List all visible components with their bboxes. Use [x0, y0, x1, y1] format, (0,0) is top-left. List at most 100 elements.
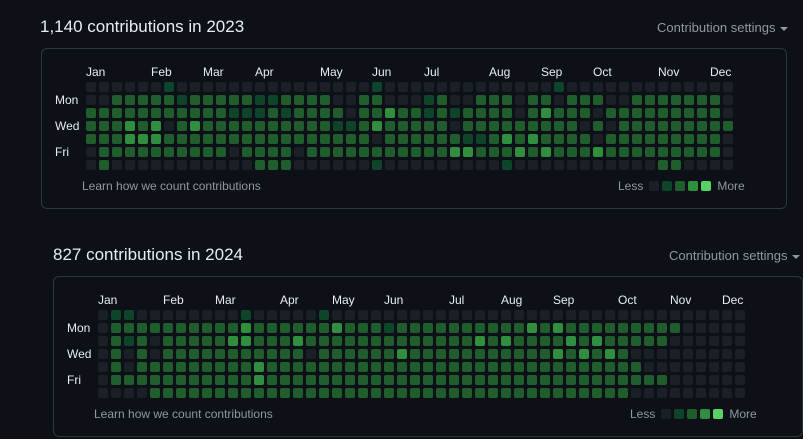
contribution-day-cell[interactable] [436, 336, 446, 346]
contribution-day-cell[interactable] [566, 336, 576, 346]
contribution-day-cell[interactable] [527, 323, 537, 333]
contribution-day-cell[interactable] [502, 147, 512, 157]
contribution-day-cell[interactable] [462, 310, 472, 320]
contribution-day-cell[interactable] [436, 388, 446, 398]
contribution-day-cell[interactable] [553, 310, 563, 320]
contribution-day-cell[interactable] [294, 121, 304, 131]
contribution-day-cell[interactable] [124, 375, 134, 385]
contribution-day-cell[interactable] [514, 323, 524, 333]
contribution-day-cell[interactable] [709, 375, 719, 385]
contribution-day-cell[interactable] [501, 375, 511, 385]
contribution-day-cell[interactable] [450, 95, 460, 105]
contribution-day-cell[interactable] [397, 310, 407, 320]
contribution-day-cell[interactable] [125, 82, 135, 92]
contribution-day-cell[interactable] [294, 82, 304, 92]
contribution-day-cell[interactable] [606, 121, 616, 131]
contribution-day-cell[interactable] [98, 323, 108, 333]
contribution-day-cell[interactable] [644, 336, 654, 346]
contribution-day-cell[interactable] [619, 134, 629, 144]
contribution-day-cell[interactable] [411, 160, 421, 170]
learn-how-we-count-link[interactable]: Learn how we count contributions [82, 179, 261, 193]
contribution-day-cell[interactable] [137, 336, 147, 346]
contribution-day-cell[interactable] [644, 323, 654, 333]
contribution-day-cell[interactable] [540, 323, 550, 333]
contribution-day-cell[interactable] [216, 134, 226, 144]
contribution-day-cell[interactable] [280, 323, 290, 333]
contribution-day-cell[interactable] [410, 310, 420, 320]
contribution-day-cell[interactable] [111, 323, 121, 333]
contribution-day-cell[interactable] [345, 375, 355, 385]
contribution-day-cell[interactable] [462, 323, 472, 333]
contribution-day-cell[interactable] [98, 388, 108, 398]
contribution-day-cell[interactable] [580, 160, 590, 170]
contribution-day-cell[interactable] [138, 134, 148, 144]
contribution-day-cell[interactable] [177, 121, 187, 131]
contribution-day-cell[interactable] [658, 147, 668, 157]
contribution-day-cell[interactable] [631, 323, 641, 333]
contribution-day-cell[interactable] [554, 134, 564, 144]
contribution-day-cell[interactable] [150, 362, 160, 372]
contribution-day-cell[interactable] [437, 160, 447, 170]
contribution-day-cell[interactable] [618, 323, 628, 333]
contribution-day-cell[interactable] [228, 375, 238, 385]
contribution-day-cell[interactable] [358, 362, 368, 372]
contribution-day-cell[interactable] [346, 82, 356, 92]
contribution-day-cell[interactable] [696, 349, 706, 359]
contribution-day-cell[interactable] [229, 121, 239, 131]
contribution-day-cell[interactable] [333, 147, 343, 157]
contribution-day-cell[interactable] [592, 336, 602, 346]
contribution-day-cell[interactable] [502, 108, 512, 118]
contribution-day-cell[interactable] [384, 388, 394, 398]
contribution-day-cell[interactable] [697, 95, 707, 105]
contribution-day-cell[interactable] [488, 388, 498, 398]
contribution-day-cell[interactable] [384, 336, 394, 346]
contribution-day-cell[interactable] [384, 323, 394, 333]
contribution-day-cell[interactable] [501, 349, 511, 359]
contribution-day-cell[interactable] [229, 108, 239, 118]
contribution-day-cell[interactable] [710, 147, 720, 157]
contribution-day-cell[interactable] [281, 95, 291, 105]
contribution-day-cell[interactable] [138, 121, 148, 131]
contribution-day-cell[interactable] [567, 134, 577, 144]
contribution-day-cell[interactable] [449, 323, 459, 333]
contribution-day-cell[interactable] [384, 362, 394, 372]
contribution-day-cell[interactable] [644, 349, 654, 359]
contribution-day-cell[interactable] [332, 323, 342, 333]
contribution-day-cell[interactable] [683, 310, 693, 320]
contribution-day-cell[interactable] [619, 160, 629, 170]
contribution-day-cell[interactable] [709, 323, 719, 333]
contribution-day-cell[interactable] [150, 323, 160, 333]
contribution-day-cell[interactable] [735, 375, 745, 385]
contribution-day-cell[interactable] [306, 388, 316, 398]
contribution-day-cell[interactable] [644, 310, 654, 320]
contribution-day-cell[interactable] [696, 362, 706, 372]
contribution-day-cell[interactable] [631, 349, 641, 359]
contribution-day-cell[interactable] [164, 160, 174, 170]
contribution-day-cell[interactable] [696, 323, 706, 333]
contribution-day-cell[interactable] [424, 82, 434, 92]
contribution-day-cell[interactable] [371, 336, 381, 346]
contribution-day-cell[interactable] [437, 121, 447, 131]
contribution-day-cell[interactable] [267, 362, 277, 372]
contribution-day-cell[interactable] [723, 121, 733, 131]
contribution-day-cell[interactable] [255, 134, 265, 144]
contribution-day-cell[interactable] [528, 160, 538, 170]
contribution-day-cell[interactable] [423, 362, 433, 372]
contribution-day-cell[interactable] [137, 362, 147, 372]
contribution-day-cell[interactable] [281, 160, 291, 170]
contribution-day-cell[interactable] [411, 108, 421, 118]
contribution-day-cell[interactable] [215, 336, 225, 346]
contribution-day-cell[interactable] [580, 134, 590, 144]
contribution-day-cell[interactable] [151, 121, 161, 131]
contribution-day-cell[interactable] [267, 310, 277, 320]
contribution-day-cell[interactable] [125, 121, 135, 131]
contribution-day-cell[interactable] [722, 375, 732, 385]
contribution-day-cell[interactable] [320, 82, 330, 92]
contribution-day-cell[interactable] [346, 160, 356, 170]
contribution-day-cell[interactable] [645, 134, 655, 144]
contribution-day-cell[interactable] [189, 349, 199, 359]
contribution-day-cell[interactable] [710, 95, 720, 105]
contribution-day-cell[interactable] [606, 160, 616, 170]
contribution-day-cell[interactable] [228, 336, 238, 346]
contribution-day-cell[interactable] [151, 108, 161, 118]
